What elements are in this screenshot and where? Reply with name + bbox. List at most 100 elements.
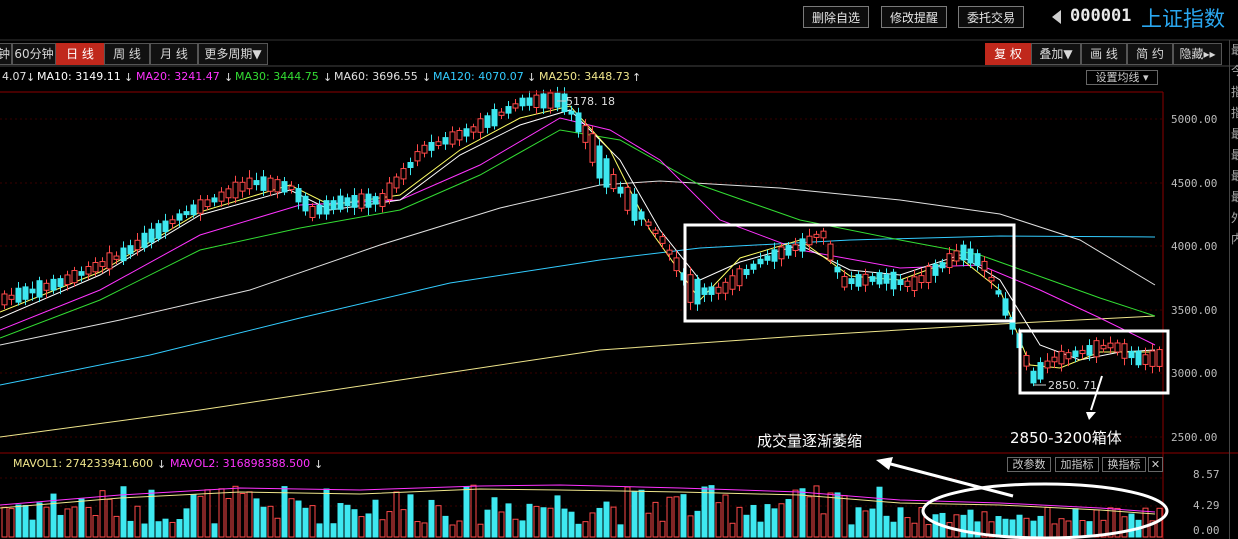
volume-bar bbox=[561, 508, 568, 538]
edit-alert-button[interactable]: 修改提醒 bbox=[881, 6, 947, 28]
switch-indicator-button[interactable]: 换指标 bbox=[1102, 457, 1146, 472]
volume-bar bbox=[43, 506, 50, 538]
down-arrow-icon: ↓ bbox=[157, 458, 166, 471]
volume-bar bbox=[92, 515, 99, 538]
volume-bar bbox=[190, 494, 197, 538]
volume-bar bbox=[1072, 508, 1079, 538]
prev-stock-icon[interactable] bbox=[1052, 10, 1061, 24]
candle-body bbox=[1107, 342, 1114, 349]
volume-bar bbox=[463, 486, 470, 538]
candle-body bbox=[981, 260, 988, 271]
candle-body bbox=[736, 268, 743, 287]
candle-body bbox=[316, 204, 323, 215]
ma-settings-button[interactable]: 设置均线 ▾ bbox=[1086, 70, 1158, 85]
tab-period-partial[interactable]: 钟 bbox=[0, 43, 12, 65]
candle-body bbox=[477, 118, 484, 133]
candle-body bbox=[652, 229, 659, 235]
ma-line bbox=[0, 180, 1156, 346]
candle-body bbox=[183, 211, 190, 216]
candle-body bbox=[400, 168, 407, 180]
change-params-button[interactable]: 改参数 bbox=[1007, 457, 1051, 472]
candle-body bbox=[43, 282, 50, 291]
volume-bar bbox=[8, 508, 15, 538]
candle-body bbox=[1135, 350, 1142, 366]
candle-body bbox=[617, 186, 624, 194]
candle-body bbox=[253, 180, 260, 186]
tab-daily[interactable]: 日 线 bbox=[56, 43, 104, 65]
price-tick: 3500.00 bbox=[1171, 304, 1217, 317]
volume-bar bbox=[1, 506, 8, 538]
candle-body bbox=[827, 243, 834, 261]
restore-rights-button[interactable]: 复 权 bbox=[985, 43, 1031, 65]
remove-watchlist-button[interactable]: 删除自选 bbox=[803, 6, 869, 28]
down-arrow-icon: ↓ bbox=[124, 71, 133, 84]
candle-body bbox=[701, 287, 708, 295]
volume-bar bbox=[841, 495, 848, 538]
right-info-sidebar[interactable]: 最今指指最最最最外内 bbox=[1229, 40, 1238, 539]
candle-body bbox=[764, 255, 771, 261]
volume-bar bbox=[806, 496, 813, 538]
volume-bar bbox=[547, 507, 554, 538]
volume-bar bbox=[358, 516, 365, 538]
tab-weekly[interactable]: 周 线 bbox=[104, 43, 150, 65]
candle-body bbox=[225, 188, 232, 199]
candle-body bbox=[176, 213, 183, 221]
candle-body bbox=[1093, 340, 1100, 358]
tab-monthly[interactable]: 月 线 bbox=[150, 43, 198, 65]
tab-more-periods[interactable]: 更多周期▼ bbox=[198, 43, 268, 65]
price-tick: 3000.00 bbox=[1171, 367, 1217, 380]
candle-body bbox=[568, 110, 575, 115]
volume-bar bbox=[309, 505, 316, 538]
volume-bar bbox=[750, 504, 757, 538]
volume-bar bbox=[155, 521, 162, 538]
hide-panel-button[interactable]: 隐藏▸▸ bbox=[1173, 43, 1222, 65]
tab-60min[interactable]: 60分钟 bbox=[12, 43, 56, 65]
volume-bar bbox=[449, 524, 456, 538]
candle-body bbox=[1142, 354, 1149, 365]
volume-bar bbox=[456, 520, 463, 538]
candle-body bbox=[792, 244, 799, 251]
volume-bar bbox=[897, 507, 904, 538]
candle-body bbox=[925, 265, 932, 283]
trade-order-button[interactable]: 委托交易 bbox=[958, 6, 1024, 28]
candle-body bbox=[575, 112, 582, 133]
volume-bar bbox=[904, 517, 911, 538]
volume-bar bbox=[1100, 519, 1107, 538]
candle-body bbox=[64, 274, 71, 286]
volume-bar bbox=[680, 494, 687, 538]
candle-body bbox=[8, 294, 15, 300]
volume-bar bbox=[1079, 520, 1086, 538]
simple-mode-button[interactable]: 简 约 bbox=[1127, 43, 1173, 65]
volume-bar bbox=[148, 489, 155, 538]
draw-line-button[interactable]: 画 线 bbox=[1081, 43, 1127, 65]
volume-bar bbox=[316, 523, 323, 538]
volume-bar bbox=[134, 505, 141, 538]
ma-line bbox=[0, 109, 1156, 361]
candle-body bbox=[365, 193, 372, 208]
close-indicator-button[interactable]: ✕ bbox=[1148, 457, 1163, 472]
volume-bar bbox=[232, 485, 239, 538]
candle-body bbox=[36, 280, 43, 298]
overlay-button[interactable]: 叠加▼ bbox=[1031, 43, 1081, 65]
candle-body bbox=[239, 181, 246, 192]
volume-bar bbox=[393, 491, 400, 538]
volume-bar bbox=[330, 523, 337, 538]
candle-body bbox=[939, 262, 946, 269]
candle-body bbox=[442, 137, 449, 145]
volume-bar bbox=[78, 498, 85, 538]
up-arrow-icon: ↑ bbox=[632, 71, 641, 84]
add-indicator-button[interactable]: 加指标 bbox=[1055, 457, 1099, 472]
down-arrow-icon: ↓ bbox=[314, 458, 323, 471]
candle-body bbox=[162, 220, 169, 233]
volume-bar bbox=[169, 521, 176, 538]
candle-body bbox=[407, 162, 414, 168]
ma-line bbox=[0, 129, 1156, 339]
stock-code: 000001 bbox=[1070, 6, 1132, 26]
candle-body bbox=[988, 276, 995, 282]
candle-body bbox=[610, 174, 617, 190]
volume-bar bbox=[890, 521, 897, 538]
candle-body bbox=[806, 235, 813, 246]
volume-bar bbox=[988, 521, 995, 538]
ma-line bbox=[0, 105, 1155, 369]
